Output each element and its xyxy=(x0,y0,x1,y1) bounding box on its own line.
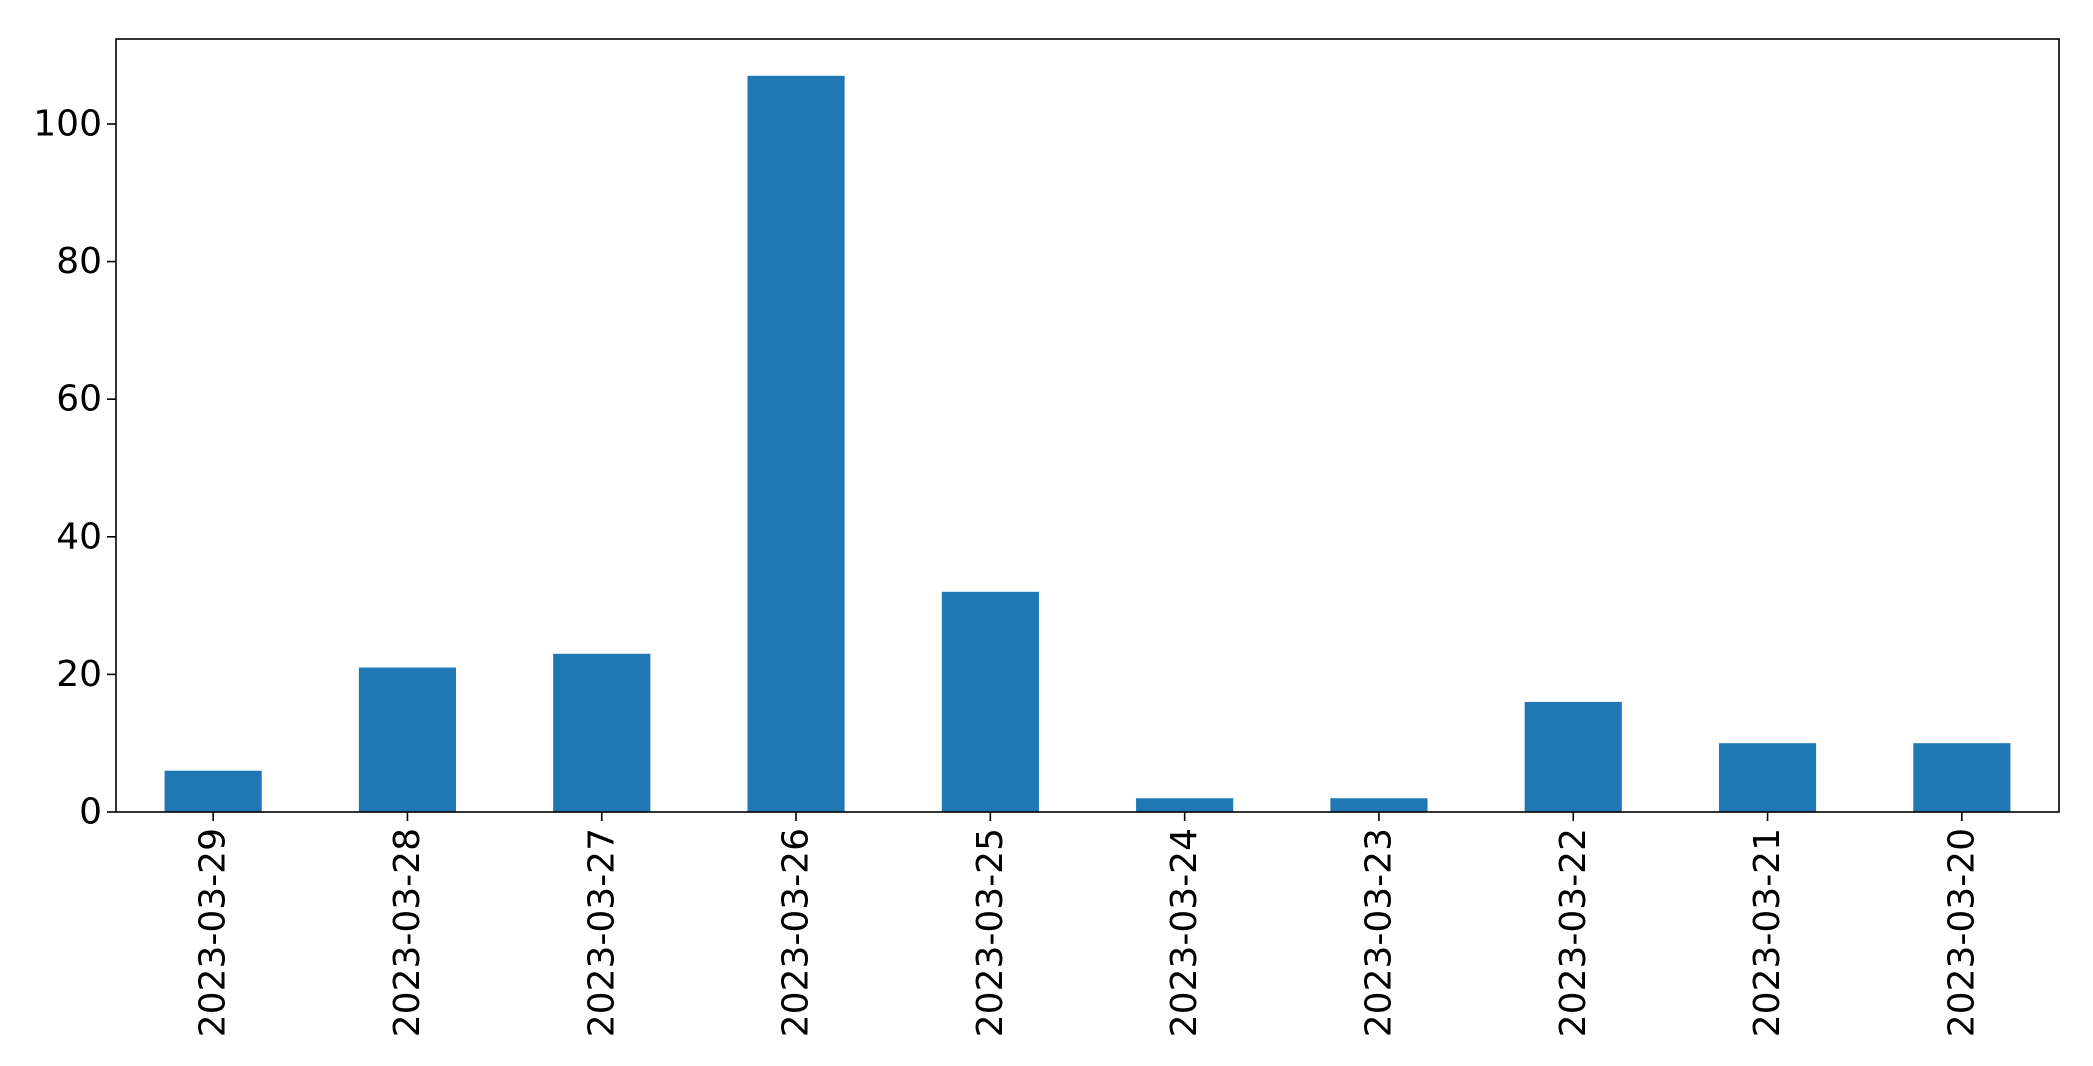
x-tick-label: 2023-03-29 xyxy=(193,828,234,1037)
bar-2023-03-27 xyxy=(553,653,651,812)
bar-2023-03-21 xyxy=(1718,743,1817,812)
bar-2023-03-22 xyxy=(1524,701,1622,812)
y-tick-label: 0 xyxy=(79,792,102,833)
x-tick-label: 2023-03-23 xyxy=(1358,828,1399,1037)
x-tick-label: 2023-03-26 xyxy=(776,828,817,1037)
bar-2023-03-29 xyxy=(164,770,262,812)
x-tick-label: 2023-03-27 xyxy=(581,828,622,1037)
bar-2023-03-24 xyxy=(1136,798,1234,812)
x-axis: 2023-03-29 2023-03-28 2023-03-27 2023-03-26… xyxy=(193,812,1982,1037)
bar-2023-03-20 xyxy=(1913,743,2011,812)
bar-2023-03-25 xyxy=(941,591,1039,812)
x-tick-label: 2023-03-24 xyxy=(1164,828,1205,1037)
y-tick-label: 20 xyxy=(56,654,102,695)
y-axis: 0 20 40 60 80 100 xyxy=(33,103,116,833)
x-tick-label: 2023-03-28 xyxy=(387,828,428,1037)
bar-2023-03-23 xyxy=(1330,798,1428,812)
y-tick-label: 80 xyxy=(56,241,102,282)
y-tick-label: 100 xyxy=(33,103,102,144)
plot-frame xyxy=(115,38,2060,813)
x-tick-label: 2023-03-20 xyxy=(1941,828,1982,1037)
y-tick-label: 40 xyxy=(56,516,102,557)
x-tick-label: 2023-03-21 xyxy=(1747,828,1788,1037)
bar-2023-03-28 xyxy=(358,667,457,812)
y-tick-label: 60 xyxy=(56,379,102,420)
bars-group xyxy=(164,75,2011,813)
bar-2023-03-26 xyxy=(747,75,845,813)
x-tick-label: 2023-03-25 xyxy=(970,828,1011,1037)
x-tick-label: 2023-03-22 xyxy=(1553,828,1594,1037)
